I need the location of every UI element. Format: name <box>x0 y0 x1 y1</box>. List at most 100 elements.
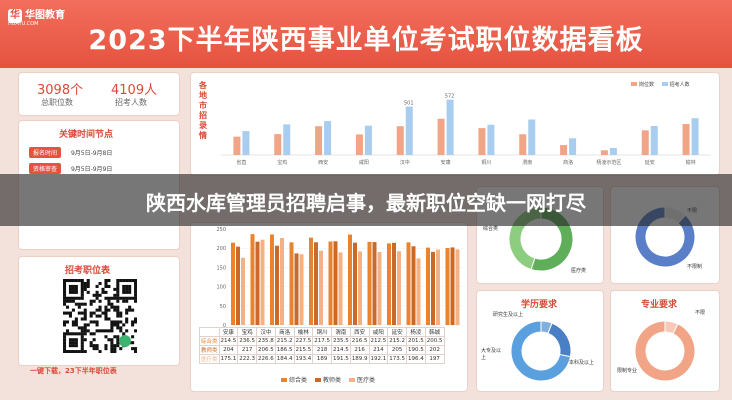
table-header-cell: 商洛 <box>274 327 295 337</box>
qr-module <box>63 344 67 348</box>
legend-label: 招考人数 <box>669 82 690 88</box>
qr-module <box>80 338 84 342</box>
bar-medical <box>455 249 460 325</box>
bar-teacher <box>431 251 435 325</box>
qr-module <box>116 341 120 345</box>
bar-jobs <box>437 118 445 155</box>
bar-teacher <box>353 242 357 325</box>
table-cell: 214 <box>368 345 389 355</box>
qr-module <box>65 299 70 303</box>
qr-module <box>71 338 75 342</box>
qr-module <box>65 320 70 324</box>
qr-module <box>71 341 75 345</box>
qr-module <box>80 347 84 351</box>
qr-module <box>116 311 120 315</box>
qr-module <box>119 326 123 330</box>
qr-module <box>63 279 67 283</box>
qr-module <box>74 344 78 348</box>
qr-module <box>89 314 93 318</box>
qr-module <box>110 326 114 330</box>
qr-module <box>101 329 105 333</box>
qr-module <box>71 290 75 294</box>
qr-module <box>65 350 70 353</box>
qr-module <box>63 311 67 315</box>
bar-medical <box>358 251 362 325</box>
timeline-row: 资格审查 9月5日-9月9日 <box>29 163 112 174</box>
bar-medical <box>241 257 245 325</box>
table-cell: 190.5 <box>406 345 426 355</box>
category-tick-label: 渭南 <box>522 159 532 166</box>
donut-label: 不限制 <box>687 264 703 270</box>
category-tick-label: 汉中 <box>400 159 410 166</box>
timeline-tag: 报名时间 <box>29 147 62 158</box>
table-row: 教师类 204 217 206.5 186.5 215.5 218 214.5 216 214 20… <box>199 345 445 355</box>
qr-module <box>65 311 70 315</box>
qr-module <box>107 296 111 300</box>
donut-label: 本科及以上 <box>569 360 595 366</box>
qr-module <box>110 350 114 353</box>
table-cell: 222.3 <box>237 354 258 364</box>
qr-module <box>89 344 93 348</box>
qr-module <box>80 279 84 283</box>
qr-module <box>71 344 75 348</box>
qr-module <box>104 284 108 288</box>
table-cell: 201.5 <box>406 336 426 346</box>
table-cell: 197 <box>424 354 445 364</box>
qr-module <box>125 290 129 294</box>
qr-module <box>80 350 84 353</box>
qr-module <box>71 320 75 324</box>
qr-module <box>122 287 126 291</box>
qr-module <box>116 344 120 348</box>
donut-label: 限制专业 <box>617 368 638 374</box>
brand-logo: 华华图教育 HUATU.COM <box>8 6 78 27</box>
qr-module <box>92 320 96 324</box>
qr-module <box>92 311 96 315</box>
qr-module <box>63 350 67 353</box>
download-caption[interactable]: 一键下载，23下半年职位表 <box>30 367 117 375</box>
qr-module <box>83 287 87 291</box>
qr-module <box>86 323 90 327</box>
qr-module <box>104 311 108 315</box>
qr-module <box>89 299 93 303</box>
regional-legend: 岗位数 招考人数 <box>631 81 690 88</box>
bar-hires <box>364 125 372 155</box>
qr-module <box>104 281 108 286</box>
data-label: 572 <box>445 94 455 100</box>
qr-module <box>98 299 102 303</box>
qr-module <box>95 308 99 312</box>
qr-module <box>113 293 117 297</box>
qr-module <box>89 320 93 324</box>
qr-module <box>128 296 132 300</box>
qr-module <box>116 335 120 339</box>
table-cell: 200.5 <box>424 336 445 346</box>
qr-module <box>110 338 114 342</box>
regional-chart-panel: 各地市招录情 岗位数 招考人数 省直 宝鸡 西安 咸阳 汉中 501 安康 572 铜川 渭南 商洛… <box>190 72 720 176</box>
table-cell: 218 <box>312 345 333 355</box>
qr-module <box>125 287 129 291</box>
bar-hires <box>569 138 577 155</box>
qr-module <box>68 341 72 345</box>
qr-module <box>74 287 78 291</box>
qr-module <box>71 332 75 336</box>
legend-swatch <box>661 82 668 86</box>
title-bar <box>0 0 732 68</box>
qr-module <box>125 308 129 312</box>
qr-module <box>95 296 99 300</box>
table-row-label: 综合类 <box>199 336 220 346</box>
total-hires-label: 招考人数 <box>115 98 147 107</box>
donut-label: 不限 <box>695 310 706 316</box>
qr-module <box>125 311 129 315</box>
qr-module <box>104 290 108 294</box>
qr-module <box>116 338 120 342</box>
qr-module <box>71 308 75 312</box>
qr-module <box>71 287 75 291</box>
qr-module <box>104 308 108 312</box>
qr-module <box>125 317 129 321</box>
qr-module <box>98 350 102 353</box>
bar-jobs <box>600 150 608 155</box>
qr-code[interactable] <box>63 279 137 353</box>
table-cell: 214.5 <box>331 345 351 355</box>
table-cell: 236.5 <box>237 336 258 346</box>
qr-module <box>68 279 72 283</box>
qr-module <box>110 323 114 327</box>
